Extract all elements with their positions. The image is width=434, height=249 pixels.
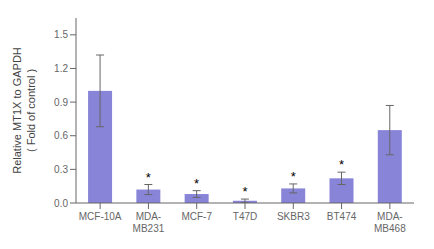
svg-text:*: * [146, 170, 151, 185]
svg-text:1.5: 1.5 [54, 29, 68, 40]
svg-text:T47D: T47D [233, 211, 257, 222]
svg-text:0.0: 0.0 [54, 198, 68, 209]
svg-text:MCF-10A: MCF-10A [79, 211, 122, 222]
svg-text:BT474: BT474 [327, 211, 357, 222]
svg-text:1.2: 1.2 [54, 63, 68, 74]
svg-text:0.6: 0.6 [54, 130, 68, 141]
svg-text:0.9: 0.9 [54, 97, 68, 108]
svg-text:*: * [194, 176, 199, 191]
svg-text:*: * [242, 184, 247, 199]
svg-text:SKBR3: SKBR3 [277, 211, 310, 222]
svg-text:MDA-MB231: MDA-MB231 [133, 211, 165, 234]
svg-text:MCF-7: MCF-7 [181, 211, 212, 222]
svg-text:*: * [291, 169, 296, 184]
svg-text:*: * [339, 157, 344, 172]
svg-text:Relative MT1X to GAPDH( Fold o: Relative MT1X to GAPDH( Fold of control … [11, 47, 37, 174]
svg-text:MDA-MB468: MDA-MB468 [374, 211, 406, 234]
svg-text:0.3: 0.3 [54, 164, 68, 175]
